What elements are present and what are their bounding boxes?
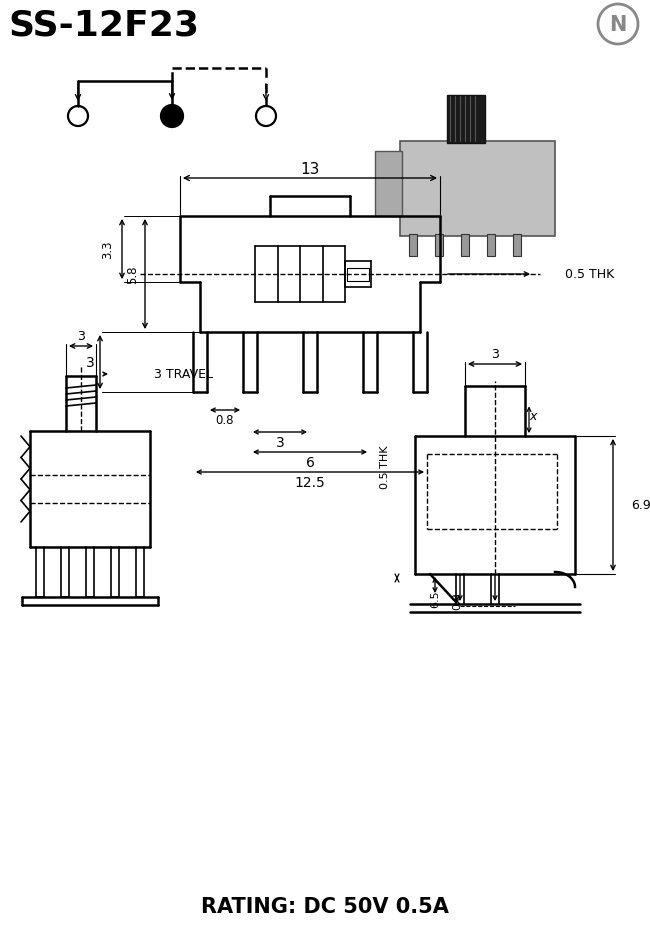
Text: N: N bbox=[609, 15, 627, 35]
Circle shape bbox=[161, 106, 183, 128]
Text: RATING: DC 50V 0.5A: RATING: DC 50V 0.5A bbox=[201, 896, 449, 916]
Text: 13: 13 bbox=[300, 161, 320, 176]
Text: 3.3: 3.3 bbox=[101, 241, 114, 259]
Text: 12.5: 12.5 bbox=[294, 475, 326, 490]
Text: x: x bbox=[529, 410, 537, 423]
Text: 6.9: 6.9 bbox=[631, 499, 650, 512]
Text: 3: 3 bbox=[491, 347, 499, 360]
Text: 6.5: 6.5 bbox=[430, 590, 440, 607]
Bar bbox=[435, 235, 443, 256]
Bar bbox=[513, 235, 521, 256]
Bar bbox=[487, 235, 495, 256]
Text: 5.8: 5.8 bbox=[127, 266, 140, 284]
Text: 0.5 THK: 0.5 THK bbox=[380, 445, 390, 489]
Bar bbox=[400, 142, 555, 237]
Text: SS-12F23: SS-12F23 bbox=[8, 8, 199, 42]
Text: 3: 3 bbox=[86, 356, 94, 370]
Text: 0.5 THK: 0.5 THK bbox=[565, 269, 614, 281]
Bar bbox=[461, 235, 469, 256]
Text: 0.8: 0.8 bbox=[452, 592, 462, 609]
Text: 0.8: 0.8 bbox=[216, 414, 234, 427]
Text: 3 TRAVEL: 3 TRAVEL bbox=[154, 368, 213, 381]
Text: 3: 3 bbox=[77, 329, 85, 343]
Bar bbox=[409, 235, 417, 256]
Bar bbox=[447, 95, 485, 144]
Bar bbox=[375, 152, 402, 217]
Text: 3: 3 bbox=[276, 435, 285, 449]
Text: 6: 6 bbox=[306, 456, 315, 470]
